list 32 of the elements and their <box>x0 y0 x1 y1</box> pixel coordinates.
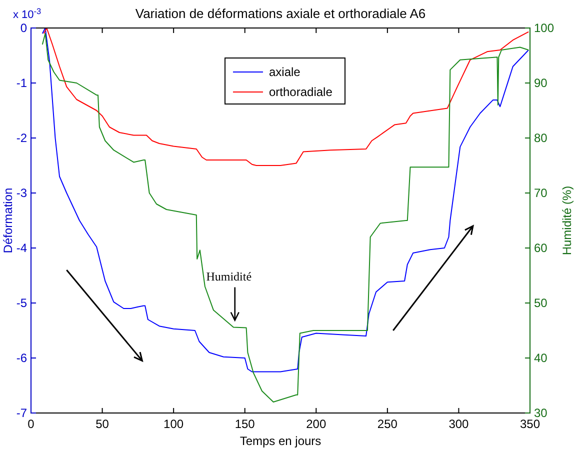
y-tick-label: 0 <box>20 21 28 35</box>
y2-tick-label: 90 <box>534 76 548 90</box>
y-tick-label: -1 <box>16 76 28 90</box>
y-tick-label: -2 <box>16 131 28 145</box>
y-tick-label: -5 <box>16 296 28 310</box>
y-tick-label: -4 <box>16 241 28 255</box>
y2-tick-label: 60 <box>534 241 548 255</box>
x-tick-label: 150 <box>234 417 256 431</box>
y2-tick-label: 80 <box>534 131 548 145</box>
x-tick-label: 100 <box>164 417 184 431</box>
x-tick-label: 300 <box>448 417 470 431</box>
legend-label: orthoradiale <box>269 85 333 99</box>
legend-label: axiale <box>269 65 301 79</box>
line-series <box>43 28 530 166</box>
y2-tick-label: 100 <box>534 21 554 35</box>
y2-tick-label: 50 <box>534 296 548 310</box>
chart-title: Variation de déformations axiale et orthoradiale A6 <box>135 6 426 21</box>
x-axis-title: Temps en jours <box>240 434 322 448</box>
x-tick-label: 350 <box>520 417 540 431</box>
x-tick-label: 50 <box>96 417 110 431</box>
y2-tick-label: 30 <box>534 406 548 420</box>
y2-tick-label: 40 <box>534 351 548 365</box>
y2-axis-title: Humidité (%) <box>560 186 574 256</box>
x-tick-label: 200 <box>306 417 326 431</box>
y-axis-title: Déformation <box>1 188 15 254</box>
y2-tick-label: 70 <box>534 186 548 200</box>
y-tick-label: -7 <box>16 406 28 420</box>
text: x 10$^{-3}$ <box>13 6 42 21</box>
y-tick-label: -6 <box>16 351 28 365</box>
x-tick-label: 250 <box>377 417 398 431</box>
annotation: Humidité <box>206 269 252 284</box>
y-tick-label: -3 <box>16 186 28 200</box>
